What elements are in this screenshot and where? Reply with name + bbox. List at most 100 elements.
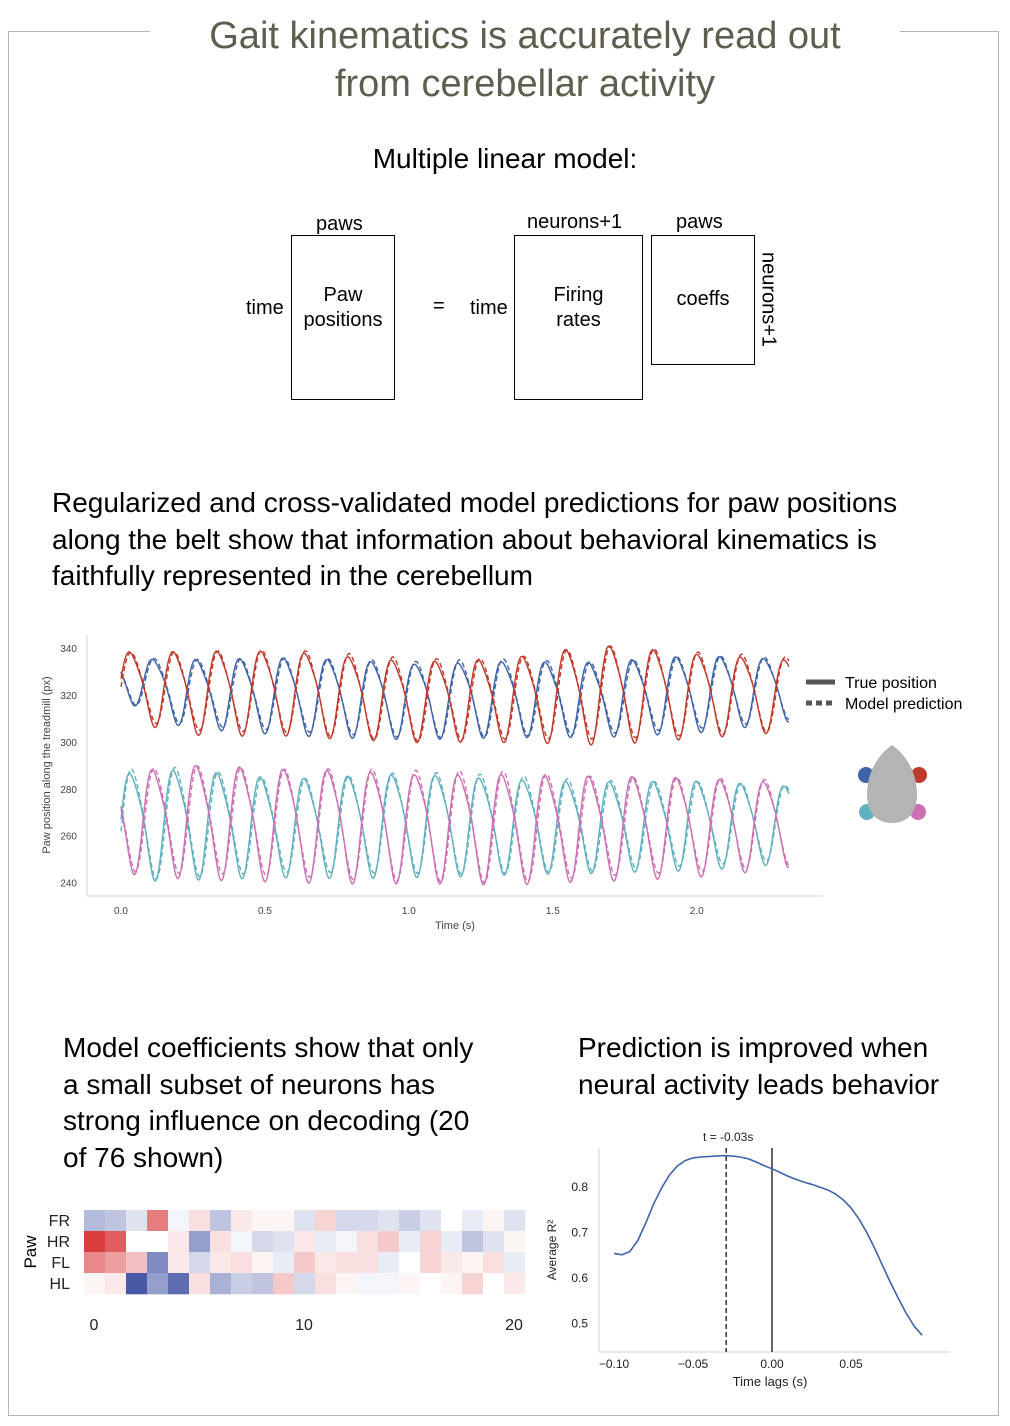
- heatmap-cell: [462, 1252, 484, 1274]
- firing-rates-label: Firing rates: [553, 284, 604, 331]
- mouse-body: [867, 745, 917, 823]
- heatmap-cell: [105, 1273, 127, 1295]
- firing-rates-box: Firing rates: [514, 235, 643, 400]
- heatmap-cell: [399, 1210, 421, 1232]
- heatmap-cell: [252, 1273, 274, 1295]
- trace-ytick-label: 240: [60, 879, 77, 890]
- heatmap-cell: [315, 1252, 337, 1274]
- heatmap-cell: [441, 1231, 463, 1253]
- model-heading: Multiple linear model:: [372, 143, 638, 174]
- trace-ytick-label: 300: [60, 738, 77, 749]
- legend-true-label: True position: [845, 675, 937, 692]
- heatmap-cell: [378, 1252, 400, 1274]
- lag-ylabel: Average R²: [545, 1220, 559, 1280]
- heatmap-cell: [105, 1210, 127, 1232]
- trace-hind-right-true: [120, 764, 790, 886]
- heatmap-cell: [84, 1273, 106, 1295]
- heatmap-row-label: HL: [50, 1276, 71, 1293]
- time-label-mid: time: [470, 297, 508, 319]
- heatmap-cell: [105, 1231, 127, 1253]
- heatmap-cell: [504, 1252, 526, 1274]
- trace-xlabel: Time (s): [435, 920, 475, 932]
- heatmap-cell: [84, 1252, 106, 1274]
- heatmap-cell: [189, 1273, 211, 1295]
- coeffs-label: coeffs: [676, 288, 730, 310]
- average-r2-curve: [613, 1154, 923, 1336]
- heatmap-cell: [441, 1273, 463, 1295]
- heatmap-cell: [336, 1210, 358, 1232]
- time-label-left: time: [246, 297, 284, 319]
- heatmap-cell: [273, 1273, 295, 1295]
- timelag-description: Prediction is improved when neural activi…: [578, 1032, 940, 1100]
- trace-front-left-prediction: [120, 655, 790, 739]
- heatmap-cell: [210, 1210, 232, 1232]
- heatmap-cell: [315, 1210, 337, 1232]
- heatmap-row-label: FL: [51, 1255, 70, 1272]
- heatmap-cell: [126, 1231, 148, 1253]
- heatmap-cell: [252, 1210, 274, 1232]
- heatmap-cell: [504, 1210, 526, 1232]
- heatmap-cell: [378, 1210, 400, 1232]
- heatmap-cell: [483, 1252, 505, 1274]
- heatmap-cell: [294, 1252, 316, 1274]
- heatmap-cell: [168, 1252, 190, 1274]
- heatmap-cell: [147, 1210, 169, 1232]
- heatmap-cell: [420, 1273, 442, 1295]
- heatmap-cell: [231, 1252, 253, 1274]
- trace-ylabel: Paw position along the treadmill (px): [41, 676, 53, 853]
- heatmap-cell: [189, 1231, 211, 1253]
- heatmap-cell: [210, 1252, 232, 1274]
- heatmap-cell: [294, 1210, 316, 1232]
- heatmap-cell: [315, 1273, 337, 1295]
- heatmap-cell: [483, 1273, 505, 1295]
- heatmap-row-label: FR: [49, 1213, 70, 1230]
- heatmap-cell: [126, 1210, 148, 1232]
- trace-ytick-label: 280: [60, 785, 77, 796]
- heatmap-cell: [231, 1231, 253, 1253]
- coeffs-box: coeffs: [651, 235, 755, 365]
- heatmap-cell: [504, 1273, 526, 1295]
- heatmap-row-label: HR: [47, 1234, 70, 1251]
- heatmap-cell: [210, 1273, 232, 1295]
- lag-ytick-label: 0.6: [571, 1271, 588, 1285]
- heatmap-cell: [168, 1231, 190, 1253]
- lag-xtick-label: 0.05: [839, 1357, 863, 1371]
- heatmap-cell: [294, 1273, 316, 1295]
- heatmap-cell: [294, 1231, 316, 1253]
- heatmap-cell: [126, 1252, 148, 1274]
- lag-xtick-label: −0.10: [599, 1357, 630, 1371]
- heatmap-xtick-label: 20: [505, 1317, 523, 1334]
- heatmap-cell: [273, 1231, 295, 1253]
- heatmap-cell: [147, 1273, 169, 1295]
- paw-trace-chart: 240 260 280 300 320 340 0.0 0.5 1.0 1.5 2.0 Paw p…: [41, 635, 962, 932]
- lag-annotation: t = -0.03s: [703, 1130, 753, 1144]
- coefficient-heatmap: FR HR FL HL 0 10 20 Paw: [21, 1210, 526, 1334]
- paw-positions-label: Paw positions: [303, 284, 383, 331]
- heatmap-cell: [399, 1252, 421, 1274]
- heatmap-cell: [357, 1210, 379, 1232]
- heatmap-cell: [147, 1252, 169, 1274]
- legend-pred-label: Model prediction: [845, 696, 962, 713]
- heatmap-cell: [168, 1210, 190, 1232]
- neurons-label-side: neurons+1: [757, 251, 780, 348]
- paw-positions-box: Paw positions: [291, 235, 395, 400]
- lag-ytick-label: 0.8: [571, 1180, 588, 1194]
- coefficients-description: Model coefficients show that only a small…: [63, 1032, 474, 1173]
- heatmap-cell: [357, 1273, 379, 1295]
- heatmap-cell: [126, 1273, 148, 1295]
- heatmap-cell: [420, 1231, 442, 1253]
- panel-title: Gait kinematics is accurately read out f…: [100, 12, 950, 108]
- heatmap-cell: [357, 1231, 379, 1253]
- heatmap-cell: [273, 1210, 295, 1232]
- heatmap-cell: [483, 1231, 505, 1253]
- trace-ytick-label: 340: [60, 644, 77, 655]
- heatmap-cell: [84, 1210, 106, 1232]
- heatmap-cell: [105, 1252, 127, 1274]
- neurons-label-top: neurons+1: [527, 211, 623, 233]
- heatmap-cell: [210, 1231, 232, 1253]
- heatmap-cell: [357, 1252, 379, 1274]
- heatmap-cell: [420, 1210, 442, 1232]
- heatmap-ylabel: Paw: [21, 1235, 40, 1269]
- heatmap-cell: [168, 1273, 190, 1295]
- heatmap-cell: [231, 1273, 253, 1295]
